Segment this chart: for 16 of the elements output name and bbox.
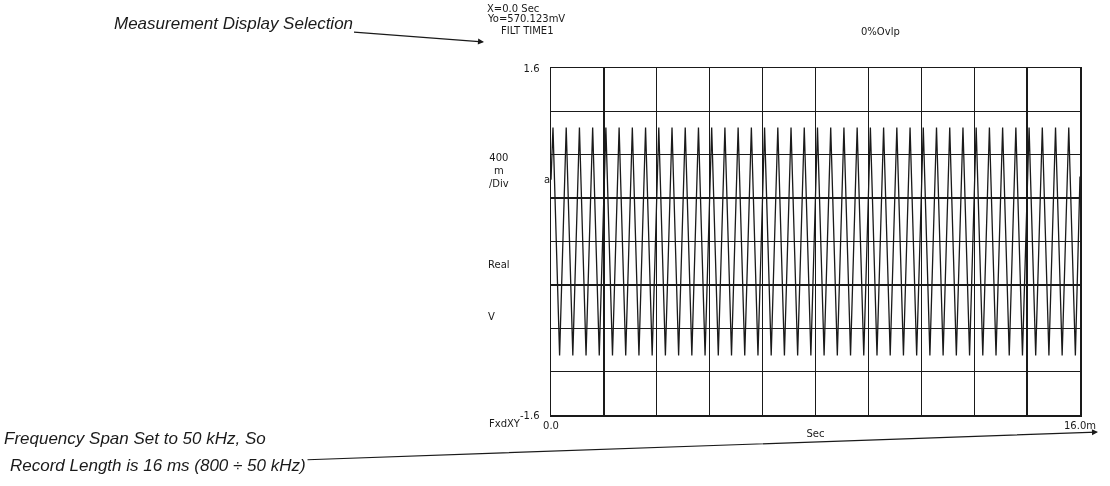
text: 400 m /Div xyxy=(489,152,509,189)
text: Measurement Display Selection xyxy=(114,14,354,33)
text: Record Length is 16 ms (800 ÷ 50 kHz) xyxy=(10,456,306,475)
text: X=0.0 Sec xyxy=(487,3,540,14)
x-tick-label: 0.0 xyxy=(543,419,559,431)
y-tick-label: 1.6 xyxy=(523,62,540,74)
x-tick-label: 16.0m xyxy=(1063,419,1097,431)
text: FxdXY xyxy=(489,418,521,429)
text: Yo=570.123mV xyxy=(487,13,566,24)
annotation: a xyxy=(544,174,551,185)
x-axis-title: Sec xyxy=(806,427,825,439)
text: Frequency Span Set to 50 kHz, So xyxy=(4,429,266,448)
text: Real V xyxy=(488,259,510,322)
text: FILT TIME1 xyxy=(501,25,554,36)
y-tick-label: -1.6 xyxy=(519,409,540,421)
text: 0%Ovlp xyxy=(861,26,900,37)
